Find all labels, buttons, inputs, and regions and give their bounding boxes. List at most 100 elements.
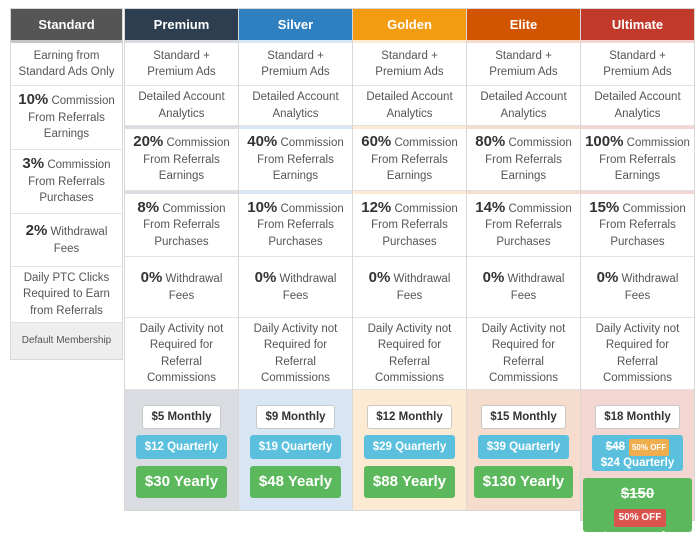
monthly-price-button[interactable]: $12 Monthly: [367, 405, 452, 429]
plan-column-silver: Silver Standard + Premium Ads Detailed A…: [238, 8, 353, 511]
feature-text: Commission From Referrals Earnings: [28, 95, 115, 141]
divider: [11, 40, 122, 43]
feature-text: Daily Activity not Required for Referral…: [481, 322, 566, 385]
pricing-area: $5 Monthly $12 Quarterly $30 Yearly: [125, 390, 238, 510]
feature-value: 40%: [247, 133, 278, 151]
default-membership-label: Default Membership: [21, 334, 112, 346]
feature-analytics: Detailed Account Analytics: [467, 86, 580, 126]
feature-text: Daily PTC Clicks Required to Earn from R…: [23, 271, 110, 317]
feature-withdrawal-fees: 0% Withdrawal Fees: [353, 257, 466, 318]
feature-text: Standard + Premium Ads: [147, 49, 216, 79]
feature-referral-earnings: 80% Commission From Referrals Earnings: [467, 129, 580, 191]
monthly-price-button[interactable]: $15 Monthly: [481, 405, 566, 429]
yearly-price-button[interactable]: $150 50% OFF $75 Yearly: [583, 478, 692, 545]
feature-value: 15%: [589, 198, 620, 216]
feature-referral-purchases: 10% Commission From Referrals Purchases: [239, 194, 352, 257]
pricing-area: $18 Monthly $48 50% OFF $24 Quarterly $150…: [581, 390, 694, 545]
feature-text: Detailed Account Analytics: [480, 91, 567, 120]
divider: [239, 191, 352, 194]
plan-name: Golden: [387, 17, 432, 32]
feature-text: Standard + Premium Ads: [489, 49, 558, 79]
feature-value: 60%: [361, 133, 392, 151]
divider: [467, 191, 580, 194]
yearly-price-button[interactable]: $48 Yearly: [249, 466, 342, 498]
feature-referral-purchases: 12% Commission From Referrals Purchases: [353, 194, 466, 257]
monthly-price-button[interactable]: $9 Monthly: [256, 405, 335, 429]
original-yearly-price: $150: [620, 485, 655, 502]
feature-text: Withdrawal Fees: [165, 273, 223, 302]
feature-value: 10%: [18, 91, 49, 109]
feature-text: Commission From Referrals Purchases: [599, 202, 686, 248]
feature-value: 12%: [361, 198, 392, 216]
plan-header-premium: Premium: [125, 9, 238, 40]
discount-badge: 50% OFF: [613, 509, 667, 527]
feature-withdrawal-fees: 0% Withdrawal Fees: [239, 257, 352, 318]
feature-referral-purchases: 14% Commission From Referrals Purchases: [467, 194, 580, 257]
feature-referral-earnings: 20% Commission From Referrals Earnings: [125, 129, 238, 191]
plan-name: Premium: [153, 17, 210, 32]
feature-text: Detailed Account Analytics: [366, 91, 453, 120]
monthly-price-button[interactable]: $18 Monthly: [595, 405, 680, 429]
feature-value: 20%: [133, 133, 164, 151]
feature-ads: Earning from Standard Ads Only: [11, 43, 122, 86]
feature-activity: Daily Activity not Required for Referral…: [125, 318, 238, 390]
plan-header-ultimate: Ultimate: [581, 9, 694, 40]
plan-header-elite: Elite: [467, 9, 580, 40]
quarterly-price-button[interactable]: $48 50% OFF $24 Quarterly: [591, 435, 684, 471]
feature-value: 10%: [247, 198, 278, 216]
feature-value: 2%: [25, 222, 48, 239]
quarterly-price-button[interactable]: $29 Quarterly: [363, 435, 456, 459]
plan-column-ultimate: Ultimate Standard + Premium Ads Detailed…: [580, 8, 695, 545]
feature-text: Standard + Premium Ads: [375, 49, 444, 79]
plan-column-premium: Premium Standard + Premium Ads Detailed …: [124, 8, 239, 511]
feature-text: Commission From Referrals Purchases: [485, 202, 572, 248]
quarterly-price-button[interactable]: $39 Quarterly: [477, 435, 570, 459]
feature-text: Withdrawal Fees: [621, 273, 679, 302]
plan-header-standard: Standard: [11, 9, 122, 40]
plan-column-elite: Elite Standard + Premium Ads Detailed Ac…: [466, 8, 581, 511]
feature-value: 0%: [254, 269, 277, 286]
feature-text: Daily Activity not Required for Referral…: [139, 322, 224, 385]
feature-text: Daily Activity not Required for Referral…: [367, 322, 452, 385]
quarterly-price-button[interactable]: $19 Quarterly: [249, 435, 342, 459]
divider: [467, 40, 580, 43]
plan-name: Elite: [509, 17, 538, 32]
feature-text: Detailed Account Analytics: [594, 91, 681, 120]
yearly-price-button[interactable]: $30 Yearly: [135, 466, 228, 498]
feature-text: Daily Activity not Required for Referral…: [595, 322, 680, 385]
plan-header-silver: Silver: [239, 9, 352, 40]
divider: [467, 126, 580, 129]
feature-text: Daily Activity not Required for Referral…: [253, 322, 338, 385]
feature-ads: Standard + Premium Ads: [353, 43, 466, 86]
feature-text: Earning from Standard Ads Only: [18, 49, 115, 79]
divider: [581, 40, 694, 43]
plan-column-standard: Standard Earning from Standard Ads Only …: [10, 8, 123, 360]
feature-analytics: Detailed Account Analytics: [581, 86, 694, 126]
feature-referral-purchases: 3% Commission From Referrals Purchases: [11, 150, 122, 214]
feature-ptc-requirement: Daily PTC Clicks Required to Earn from R…: [11, 267, 122, 323]
feature-activity: Daily Activity not Required for Referral…: [581, 318, 694, 390]
feature-ads: Standard + Premium Ads: [125, 43, 238, 86]
divider: [239, 126, 352, 129]
feature-referral-earnings: 60% Commission From Referrals Earnings: [353, 129, 466, 191]
original-quarterly-price: $48: [605, 441, 625, 453]
feature-text: Withdrawal Fees: [507, 273, 565, 302]
divider: [125, 40, 238, 43]
divider: [581, 191, 694, 194]
plan-header-golden: Golden: [353, 9, 466, 40]
pricing-area: $9 Monthly $19 Quarterly $48 Yearly: [239, 390, 352, 510]
feature-activity: Daily Activity not Required for Referral…: [353, 318, 466, 390]
default-membership: Default Membership: [11, 323, 122, 359]
feature-text: Commission From Referrals Earnings: [485, 137, 572, 183]
feature-analytics: Detailed Account Analytics: [125, 86, 238, 126]
feature-text: Detailed Account Analytics: [252, 91, 339, 120]
feature-ads: Standard + Premium Ads: [239, 43, 352, 86]
yearly-price-button[interactable]: $88 Yearly: [363, 466, 456, 498]
monthly-price-button[interactable]: $5 Monthly: [142, 405, 221, 429]
feature-activity: Daily Activity not Required for Referral…: [467, 318, 580, 390]
quarterly-price-button[interactable]: $12 Quarterly: [135, 435, 228, 459]
divider: [125, 191, 238, 194]
yearly-price-button[interactable]: $130 Yearly: [473, 466, 574, 498]
plan-column-golden: Golden Standard + Premium Ads Detailed A…: [352, 8, 467, 511]
feature-text: Withdrawal Fees: [393, 273, 451, 302]
